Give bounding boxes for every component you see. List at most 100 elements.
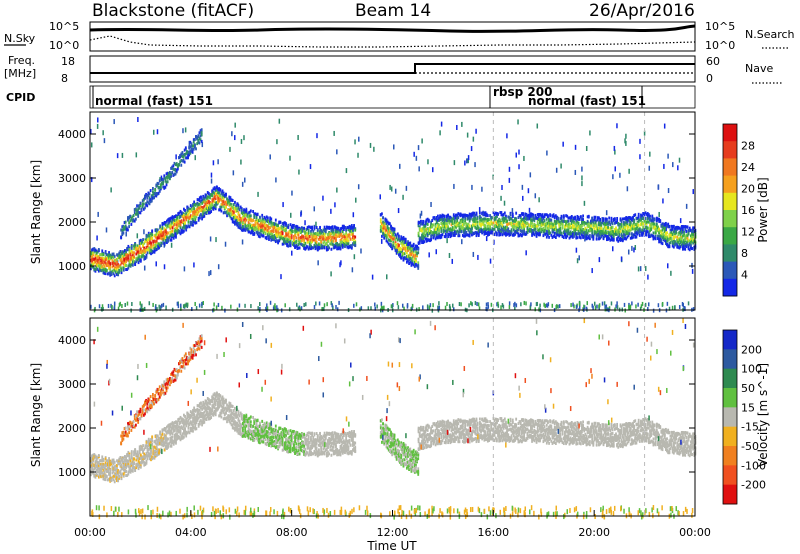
power-cell bbox=[442, 229, 445, 233]
power-ground-speck bbox=[458, 302, 461, 307]
power-speck bbox=[475, 128, 477, 134]
power-cell bbox=[398, 253, 400, 257]
power-cell bbox=[319, 238, 321, 242]
power-cell bbox=[501, 213, 504, 217]
power-cell bbox=[189, 214, 192, 218]
power-speck bbox=[217, 159, 219, 165]
power-cell bbox=[354, 244, 357, 248]
power-speck bbox=[297, 134, 299, 140]
power-cell bbox=[566, 228, 569, 232]
power-cell bbox=[125, 263, 127, 267]
power-cell bbox=[206, 206, 209, 210]
power-cell bbox=[626, 217, 629, 221]
power-cell bbox=[227, 210, 230, 214]
power-cell bbox=[95, 263, 98, 267]
power-cell bbox=[331, 239, 334, 243]
power-cell bbox=[295, 244, 298, 248]
power-ground-speck bbox=[131, 302, 133, 307]
power-cell bbox=[571, 223, 574, 227]
power-cell bbox=[329, 235, 332, 239]
power-cell bbox=[159, 183, 162, 187]
power-cell bbox=[176, 223, 179, 227]
power-cell bbox=[146, 193, 149, 197]
power-cell bbox=[410, 247, 413, 251]
power-cell bbox=[277, 230, 279, 234]
power-cell bbox=[320, 229, 323, 233]
power-cell bbox=[469, 213, 472, 217]
power-cell bbox=[533, 233, 536, 237]
power-cell bbox=[299, 239, 302, 243]
power-cell bbox=[551, 228, 554, 232]
power-cell bbox=[621, 228, 624, 232]
power-cell bbox=[128, 260, 131, 264]
power-cell bbox=[286, 244, 289, 248]
power-cell bbox=[145, 238, 148, 242]
power-ground-speck bbox=[406, 303, 409, 308]
power-cell bbox=[156, 232, 159, 236]
power-cell bbox=[554, 214, 557, 218]
power-speck bbox=[517, 119, 519, 125]
power-cell bbox=[154, 240, 157, 244]
power-cell bbox=[245, 224, 248, 228]
power-cell bbox=[296, 226, 299, 230]
power-cell bbox=[311, 234, 314, 238]
power-cell bbox=[170, 235, 173, 239]
power-cell bbox=[111, 261, 114, 265]
power-speck bbox=[525, 250, 527, 256]
power-cell bbox=[467, 222, 470, 226]
power-cell bbox=[522, 229, 524, 233]
power-cell bbox=[544, 232, 547, 236]
power-cell bbox=[612, 217, 615, 221]
power-speck bbox=[210, 178, 213, 184]
power-ground-speck bbox=[323, 307, 325, 312]
power-cell bbox=[109, 268, 112, 272]
power-cell bbox=[421, 227, 423, 231]
power-cell bbox=[286, 239, 289, 243]
power-cell bbox=[354, 235, 357, 239]
power-cell bbox=[166, 238, 168, 242]
power-cell bbox=[396, 245, 399, 249]
power-cell bbox=[135, 260, 138, 264]
power-cell bbox=[148, 246, 151, 250]
power-speck bbox=[380, 238, 383, 244]
power-cell bbox=[230, 198, 233, 202]
power-cell bbox=[235, 215, 237, 219]
power-cell bbox=[246, 214, 249, 218]
power-cell bbox=[587, 214, 590, 218]
power-cell bbox=[141, 253, 143, 257]
power-cell bbox=[166, 219, 168, 223]
power-cell bbox=[581, 233, 583, 237]
power-cell bbox=[602, 217, 605, 221]
power-ground-speck bbox=[185, 302, 188, 307]
power-cell bbox=[556, 220, 558, 224]
power-cell bbox=[454, 233, 456, 237]
power-speck bbox=[489, 258, 492, 264]
power-cell bbox=[293, 237, 295, 241]
power-cell bbox=[289, 231, 292, 235]
power-cell bbox=[193, 200, 196, 204]
power-cell bbox=[185, 228, 188, 232]
power-cell bbox=[623, 233, 625, 237]
power-cell bbox=[510, 221, 513, 225]
power-cell bbox=[331, 228, 334, 232]
power-cell bbox=[110, 270, 113, 274]
power-cell bbox=[438, 217, 440, 221]
power-cell bbox=[457, 212, 460, 216]
power-ground-speck bbox=[592, 305, 594, 310]
power-cell bbox=[566, 224, 569, 228]
power-speck bbox=[648, 165, 651, 171]
power-cell bbox=[542, 230, 545, 234]
power-cell bbox=[154, 194, 157, 198]
power-cell bbox=[176, 220, 179, 224]
power-cell bbox=[430, 222, 432, 226]
power-ground-speck bbox=[558, 304, 561, 309]
power-cell bbox=[545, 229, 548, 233]
power-cell bbox=[341, 226, 344, 230]
power-cell bbox=[607, 234, 609, 238]
power-ground-speck bbox=[692, 307, 695, 312]
power-cell bbox=[138, 241, 141, 245]
power-ground-speck bbox=[639, 306, 642, 311]
power-speck bbox=[390, 186, 393, 192]
power-cell bbox=[441, 219, 444, 223]
power-cell bbox=[515, 223, 518, 227]
